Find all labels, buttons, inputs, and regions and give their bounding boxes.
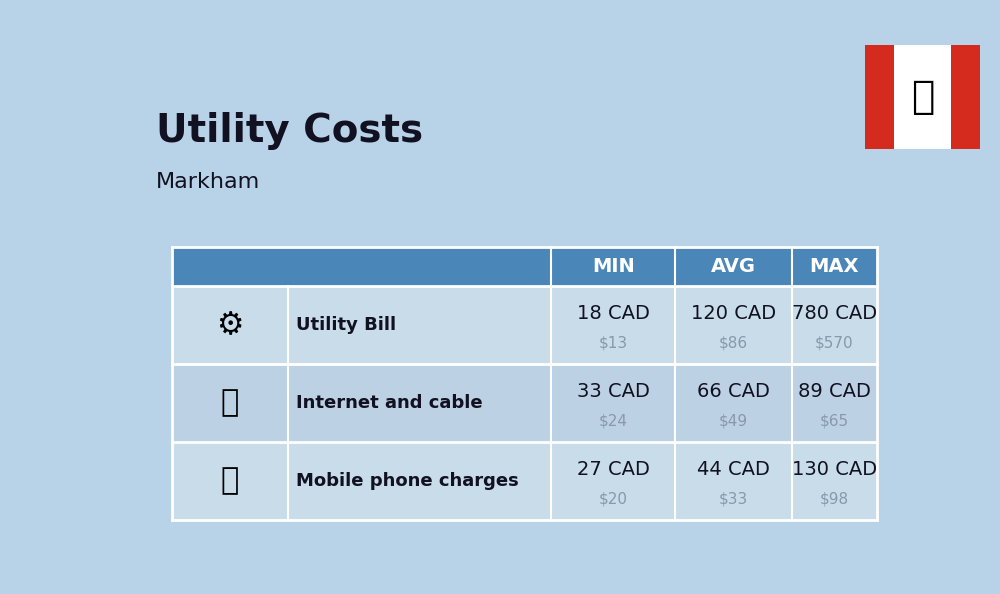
Text: 27 CAD: 27 CAD (577, 460, 650, 479)
FancyBboxPatch shape (863, 42, 982, 151)
Text: 120 CAD: 120 CAD (691, 304, 776, 323)
Text: 18 CAD: 18 CAD (577, 304, 650, 323)
Text: 780 CAD: 780 CAD (792, 304, 877, 323)
Text: 📶: 📶 (220, 388, 239, 418)
Text: $33: $33 (719, 491, 748, 507)
Text: Markham: Markham (156, 172, 260, 192)
Text: $24: $24 (599, 413, 628, 429)
Text: Utility Costs: Utility Costs (156, 112, 423, 150)
Bar (172, 247, 877, 286)
Text: Internet and cable: Internet and cable (296, 394, 482, 412)
Bar (172, 364, 877, 442)
Text: 🍁: 🍁 (911, 78, 934, 115)
Text: $20: $20 (599, 491, 628, 507)
Text: MAX: MAX (809, 257, 859, 276)
Text: 130 CAD: 130 CAD (792, 460, 877, 479)
Text: 66 CAD: 66 CAD (697, 382, 770, 401)
Text: 44 CAD: 44 CAD (697, 460, 770, 479)
Text: Mobile phone charges: Mobile phone charges (296, 472, 518, 489)
Text: Utility Bill: Utility Bill (296, 316, 396, 334)
Text: $65: $65 (820, 413, 849, 429)
Text: $86: $86 (719, 336, 748, 351)
Text: 33 CAD: 33 CAD (577, 382, 650, 401)
Text: $570: $570 (815, 336, 853, 351)
Text: $49: $49 (719, 413, 748, 429)
Text: $98: $98 (820, 491, 849, 507)
Bar (172, 442, 877, 520)
Bar (894, 45, 951, 148)
Text: MIN: MIN (592, 257, 635, 276)
Text: $13: $13 (599, 336, 628, 351)
Text: 📱: 📱 (220, 466, 239, 495)
Text: 89 CAD: 89 CAD (798, 382, 871, 401)
Text: ⚙: ⚙ (216, 311, 243, 340)
Bar (951, 45, 980, 148)
Bar (865, 45, 894, 148)
Bar (172, 286, 877, 364)
Text: AVG: AVG (711, 257, 756, 276)
